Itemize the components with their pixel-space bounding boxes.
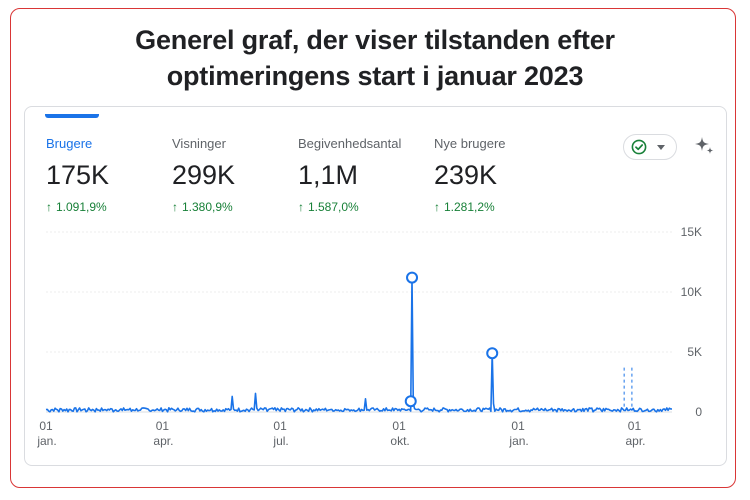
metric-value: 239K <box>434 160 498 190</box>
arrow-up-icon: ↑ <box>298 200 304 214</box>
metric-tab-visninger[interactable]: Visninger 299K ↑ 1.380,9% <box>172 136 235 214</box>
series-line-brugere <box>45 276 673 413</box>
y-tick-label: 0 <box>695 405 702 419</box>
metric-change-text: 1.380,9% <box>182 200 233 214</box>
arrow-up-icon: ↑ <box>46 200 52 214</box>
data-point-marker <box>406 271 419 284</box>
metric-change: ↑ 1.091,9% <box>46 200 109 214</box>
metric-change-text: 1.587,0% <box>308 200 359 214</box>
x-tick-day: 01 <box>39 419 53 433</box>
metric-tab-nye-brugere[interactable]: Nye brugere 239K ↑ 1.281,2% <box>434 136 506 214</box>
metric-label: Begivenhedsantal <box>298 136 402 151</box>
metric-change-text: 1.281,2% <box>444 200 495 214</box>
metric-label: Brugere <box>46 136 93 151</box>
metric-change: ↑ 1.281,2% <box>434 200 506 214</box>
chevron-down-icon <box>657 145 665 150</box>
sparkle-icon[interactable] <box>692 134 716 158</box>
page-title: Generel graf, der viser tilstanden efter… <box>0 22 750 94</box>
metric-label: Nye brugere <box>434 136 506 151</box>
metric-change-text: 1.091,9% <box>56 200 107 214</box>
active-tab-indicator <box>45 114 99 118</box>
metric-change: ↑ 1.380,9% <box>172 200 235 214</box>
check-circle-icon <box>631 139 647 155</box>
x-tick-month: apr. <box>153 434 173 448</box>
data-point-marker <box>486 347 499 360</box>
y-tick-label: 10K <box>681 285 702 299</box>
x-tick-day: 01 <box>392 419 406 433</box>
page-title-line-1: Generel graf, der viser tilstanden efter <box>135 25 615 55</box>
x-tick-month: apr. <box>625 434 645 448</box>
x-tick-day: 01 <box>273 419 287 433</box>
x-tick-day: 01 <box>511 419 525 433</box>
x-tick-day: 01 <box>628 419 642 433</box>
x-tick-month: jan. <box>36 434 56 448</box>
page-title-line-2: optimeringens start i januar 2023 <box>166 61 584 91</box>
x-tick-month: jan. <box>508 434 528 448</box>
x-tick-month: jul. <box>272 434 288 448</box>
y-tick-label: 15K <box>681 225 702 239</box>
analytics-card <box>24 106 727 466</box>
data-point-marker <box>404 395 417 408</box>
metric-value: 1,1M <box>298 160 359 190</box>
metric-label: Visninger <box>172 136 226 151</box>
metric-value: 299K <box>172 160 236 190</box>
metric-tab-brugere[interactable]: Brugere 175K ↑ 1.091,9% <box>46 136 109 214</box>
metric-change: ↑ 1.587,0% <box>298 200 401 214</box>
x-tick-day: 01 <box>156 419 170 433</box>
x-tick-month: okt. <box>390 434 409 448</box>
status-dropdown[interactable] <box>623 134 677 160</box>
metric-value: 175K <box>46 160 110 190</box>
y-tick-label: 5K <box>687 345 702 359</box>
arrow-up-icon: ↑ <box>172 200 178 214</box>
metric-tab-begivenhedsantal[interactable]: Begivenhedsantal 1,1M ↑ 1.587,0% <box>298 136 401 214</box>
arrow-up-icon: ↑ <box>434 200 440 214</box>
